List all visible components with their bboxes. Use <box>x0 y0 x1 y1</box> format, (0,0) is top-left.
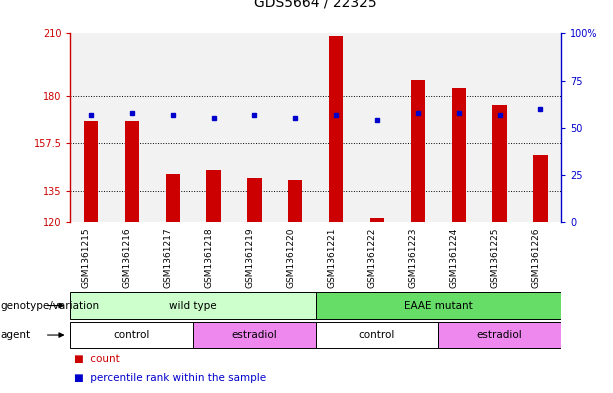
Bar <box>492 105 507 222</box>
Bar <box>247 178 262 222</box>
Text: estradiol: estradiol <box>477 330 522 340</box>
Text: GSM1361219: GSM1361219 <box>245 228 254 288</box>
Bar <box>452 88 466 222</box>
Bar <box>533 155 547 222</box>
Text: genotype/variation: genotype/variation <box>1 301 100 310</box>
Text: ■  count: ■ count <box>74 354 120 364</box>
Text: GSM1361216: GSM1361216 <box>123 228 132 288</box>
Text: GDS5664 / 22325: GDS5664 / 22325 <box>254 0 377 10</box>
Bar <box>70 292 316 319</box>
Bar <box>234 33 275 222</box>
Text: GSM1361221: GSM1361221 <box>327 228 336 288</box>
Bar <box>438 33 479 222</box>
Bar <box>193 322 316 348</box>
Text: GSM1361215: GSM1361215 <box>82 228 91 288</box>
Bar <box>166 174 180 222</box>
Bar <box>397 33 438 222</box>
Bar <box>520 33 561 222</box>
Text: GSM1361224: GSM1361224 <box>450 228 459 288</box>
Bar <box>70 322 193 348</box>
Bar <box>316 322 438 348</box>
Bar <box>207 170 221 222</box>
Bar <box>479 33 520 222</box>
Text: EAAE mutant: EAAE mutant <box>404 301 473 310</box>
Bar <box>152 33 193 222</box>
Bar <box>370 218 384 222</box>
Text: control: control <box>113 330 150 340</box>
Text: wild type: wild type <box>169 301 217 310</box>
Text: agent: agent <box>1 330 31 340</box>
Bar <box>193 33 234 222</box>
Bar <box>316 292 561 319</box>
Text: ■  percentile rank within the sample: ■ percentile rank within the sample <box>74 373 265 383</box>
Bar <box>411 79 425 222</box>
Text: GSM1361218: GSM1361218 <box>205 228 213 288</box>
Text: estradiol: estradiol <box>232 330 277 340</box>
Bar <box>357 33 397 222</box>
Bar <box>329 35 343 222</box>
Bar <box>288 180 302 222</box>
Bar <box>84 121 98 222</box>
Text: GSM1361220: GSM1361220 <box>286 228 295 288</box>
Bar <box>112 33 152 222</box>
Text: control: control <box>359 330 395 340</box>
Bar <box>275 33 316 222</box>
Bar <box>438 322 561 348</box>
Text: GSM1361226: GSM1361226 <box>531 228 541 288</box>
Text: GSM1361223: GSM1361223 <box>409 228 418 288</box>
Text: GSM1361217: GSM1361217 <box>164 228 173 288</box>
Text: GSM1361222: GSM1361222 <box>368 228 377 288</box>
Bar <box>124 121 139 222</box>
Bar <box>316 33 357 222</box>
Bar <box>70 33 112 222</box>
Text: GSM1361225: GSM1361225 <box>490 228 500 288</box>
